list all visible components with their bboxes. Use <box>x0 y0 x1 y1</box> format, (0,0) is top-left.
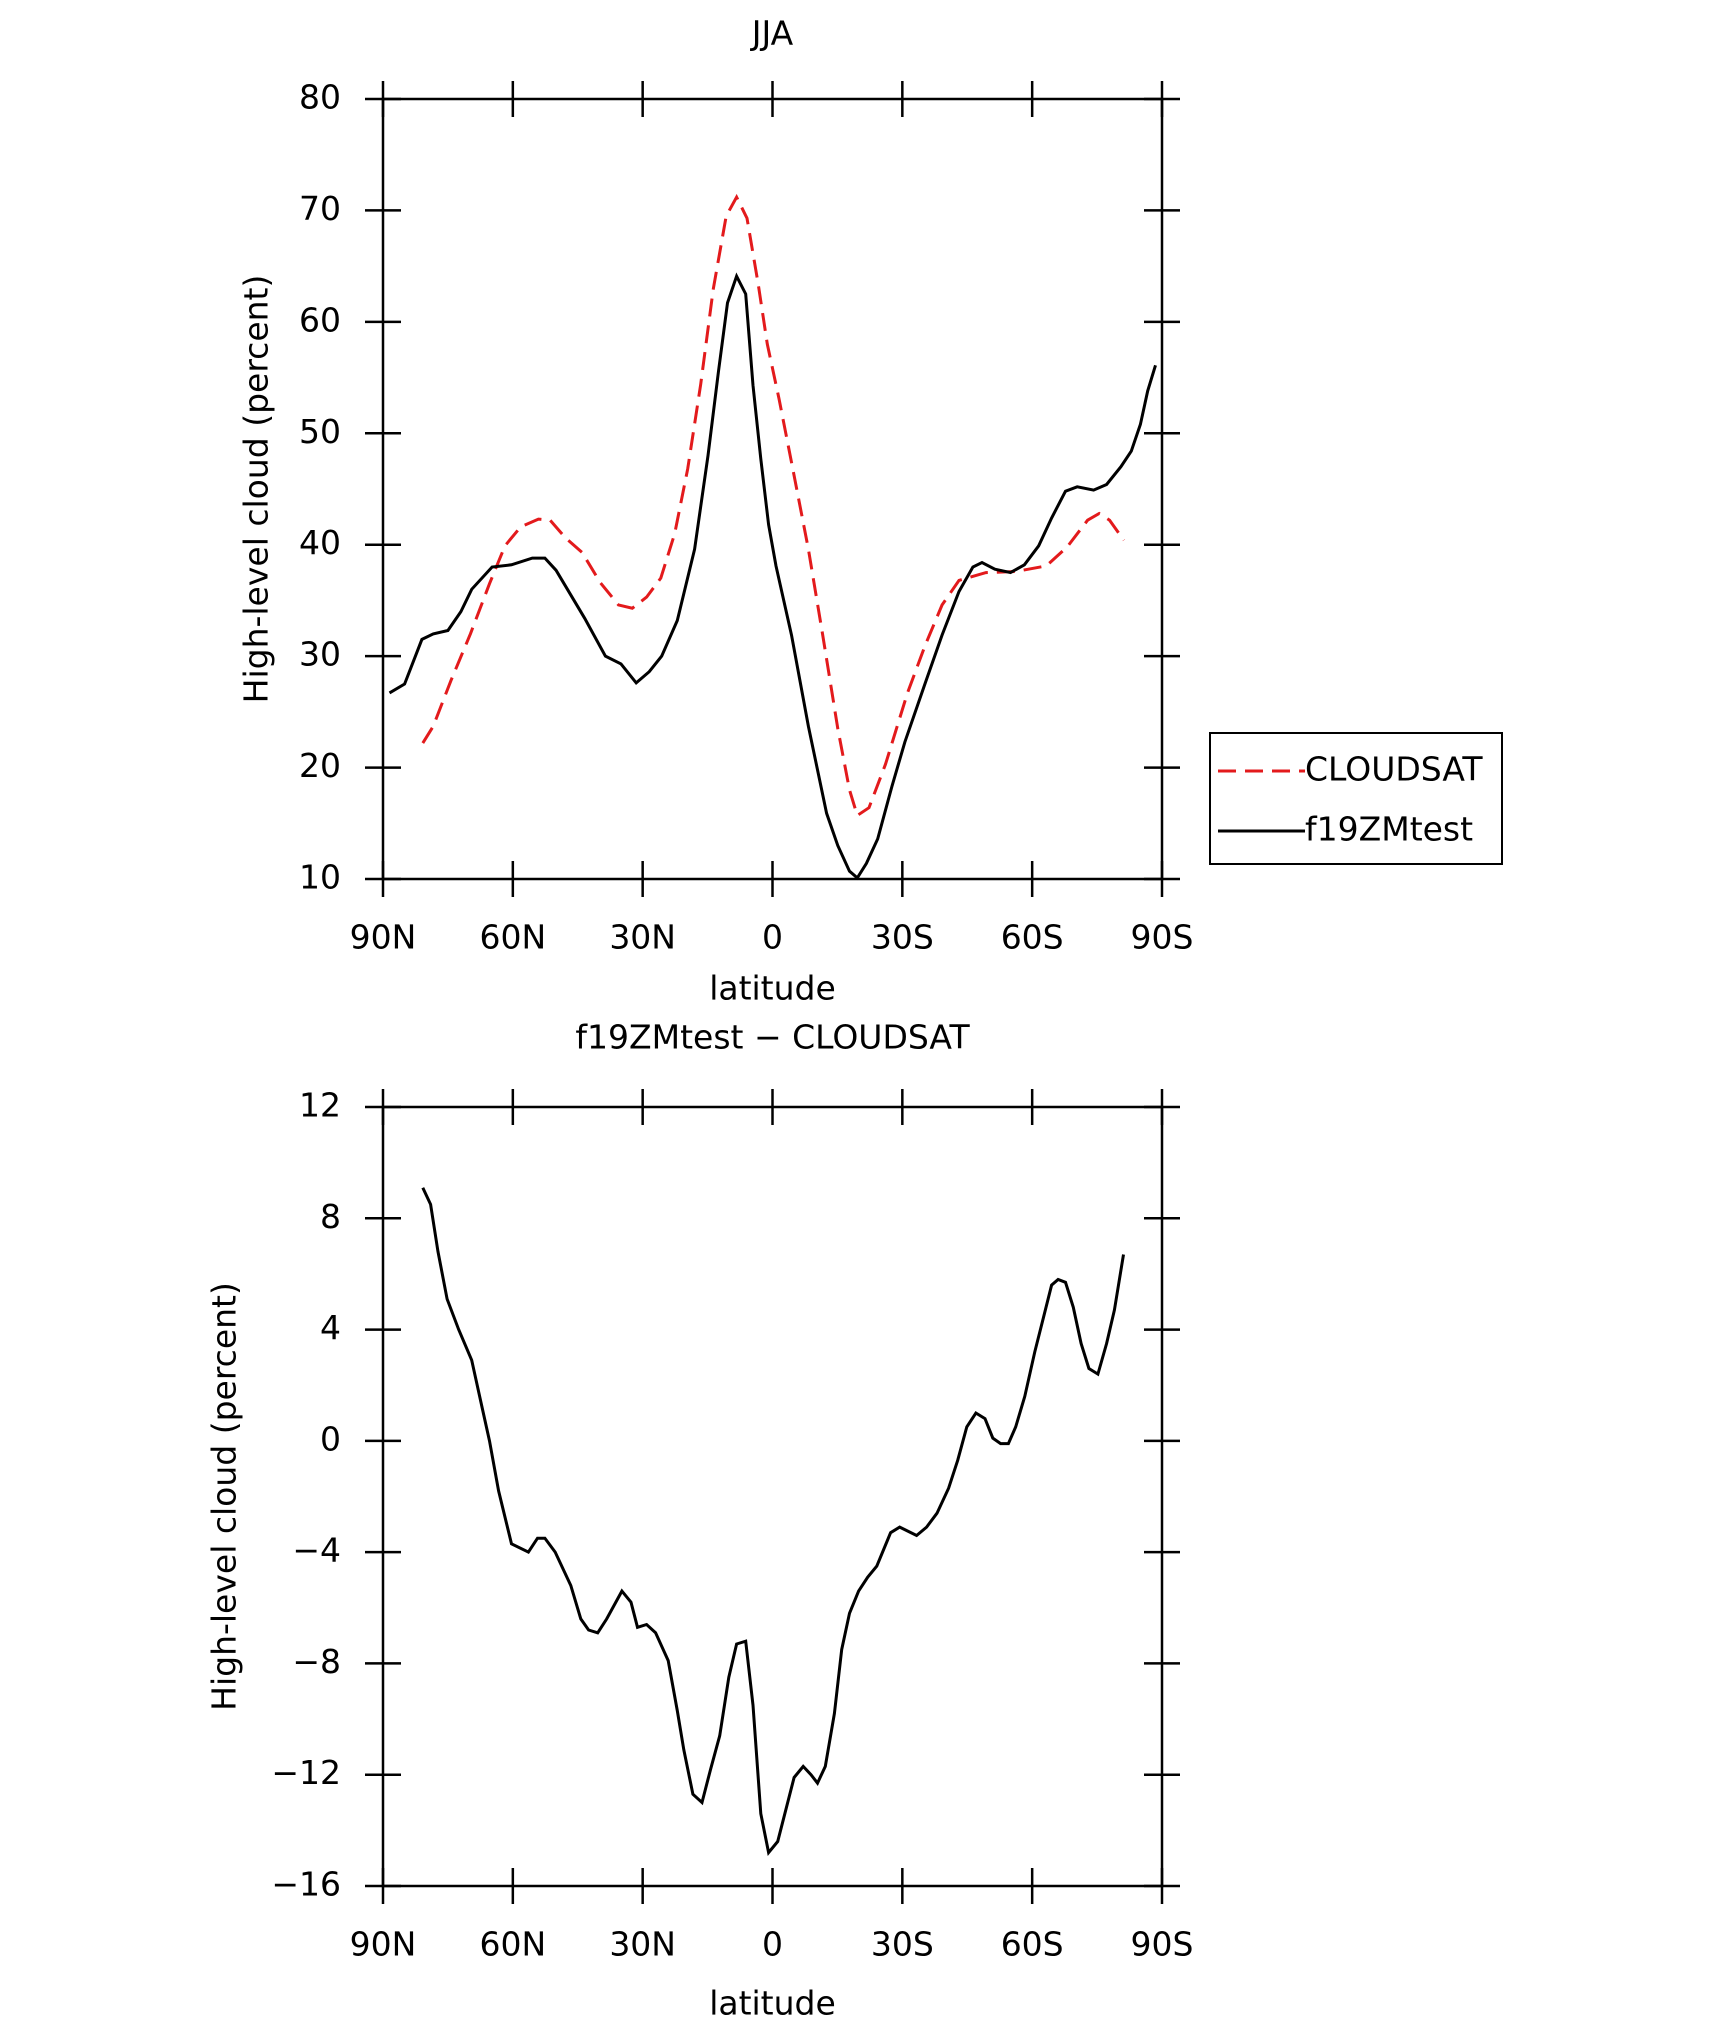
y-tick-label: 30 <box>299 635 341 674</box>
y-tick-label: 60 <box>299 300 341 339</box>
x-tick-label: 60S <box>1001 1925 1064 1964</box>
chart-title: JJA <box>750 14 794 53</box>
y-tick-label: 40 <box>299 523 341 562</box>
x-axis-label: latitude <box>709 1984 836 2021</box>
x-tick-label: 0 <box>762 918 783 957</box>
y-tick-label: −12 <box>271 1753 341 1792</box>
data-line <box>421 193 1126 818</box>
y-tick-label: 20 <box>299 746 341 785</box>
x-tick-label: 90S <box>1131 1925 1194 1964</box>
x-tick-label: 60N <box>479 1925 546 1964</box>
x-axis-label: latitude <box>709 969 836 1008</box>
y-tick-label: 10 <box>299 858 341 897</box>
x-tick-label: 0 <box>762 1925 783 1964</box>
data-line <box>421 1187 1125 1857</box>
chart-title: f19ZMtest − CLOUDSAT <box>575 1018 970 1057</box>
x-tick-label: 90S <box>1131 918 1194 957</box>
legend-box <box>1209 732 1503 865</box>
y-tick-label: 70 <box>299 189 341 228</box>
plot-frame <box>381 1105 1164 1888</box>
x-tick-label: 90N <box>350 1925 417 1964</box>
y-axis-label: High-level cloud (percent) <box>205 1282 244 1711</box>
legend-label: CLOUDSAT <box>1305 750 1483 789</box>
y-tick-label: −8 <box>292 1642 341 1681</box>
x-tick-label: 30N <box>609 1925 676 1964</box>
x-tick-label: 30S <box>871 1925 934 1964</box>
x-tick-label: 60N <box>479 918 546 957</box>
y-tick-label: 50 <box>299 412 341 451</box>
x-tick-label: 60S <box>1001 918 1064 957</box>
data-line <box>388 272 1157 881</box>
y-tick-label: −4 <box>292 1531 341 1570</box>
x-tick-label: 30N <box>609 918 676 957</box>
x-tick-label: 90N <box>350 918 417 957</box>
y-tick-label: 80 <box>299 78 341 117</box>
y-tick-label: −16 <box>271 1865 341 1904</box>
y-axis-label: High-level cloud (percent) <box>237 275 276 704</box>
y-tick-label: 4 <box>320 1308 341 1347</box>
y-tick-label: 8 <box>320 1197 341 1236</box>
y-tick-label: 0 <box>320 1419 341 1458</box>
plot-frame <box>381 97 1164 881</box>
legend-label: f19ZMtest <box>1305 810 1473 849</box>
y-tick-label: 12 <box>299 1086 341 1125</box>
x-tick-label: 30S <box>871 918 934 957</box>
